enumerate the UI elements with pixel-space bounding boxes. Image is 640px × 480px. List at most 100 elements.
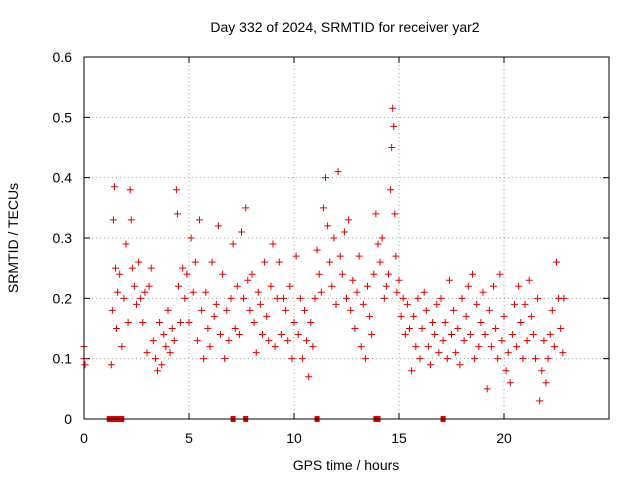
data-point — [431, 331, 439, 339]
data-point — [235, 331, 243, 339]
data-point — [406, 325, 413, 332]
data-point — [492, 325, 500, 332]
data-point — [261, 258, 269, 266]
data-point — [135, 258, 143, 266]
data-point — [156, 318, 164, 326]
data-point — [504, 349, 512, 357]
data-point — [506, 379, 514, 387]
data-point — [172, 186, 180, 194]
data-point — [223, 306, 231, 314]
data-point — [364, 282, 371, 290]
data-point — [179, 264, 187, 272]
x-tick-label: 15 — [391, 430, 407, 446]
data-point — [252, 349, 260, 357]
data-point — [462, 312, 470, 320]
data-point — [292, 252, 300, 260]
data-point — [351, 325, 359, 332]
data-point — [294, 331, 302, 339]
data-point — [378, 234, 386, 242]
data-point — [130, 282, 138, 290]
y-tick-label: 0 — [64, 411, 72, 427]
data-point — [273, 294, 281, 302]
data-point — [126, 186, 134, 194]
data-point — [193, 337, 201, 345]
data-point — [109, 216, 117, 224]
data-point — [204, 325, 212, 332]
y-tick-label: 0.1 — [53, 351, 73, 367]
data-point — [550, 343, 558, 351]
data-point — [408, 367, 416, 375]
data-point — [338, 270, 346, 278]
data-point — [521, 300, 529, 308]
data-point — [113, 325, 121, 332]
data-point — [553, 258, 560, 266]
data-point — [286, 282, 294, 290]
x-axis-label: GPS time / hours — [293, 457, 400, 473]
data-point — [345, 216, 353, 224]
data-point — [298, 355, 306, 363]
data-point — [515, 282, 523, 290]
data-point — [456, 361, 464, 369]
data-point — [544, 355, 552, 363]
data-point — [162, 343, 170, 351]
data-point — [392, 252, 400, 260]
data-point — [246, 306, 254, 314]
data-point — [359, 300, 367, 308]
data-point — [422, 306, 430, 314]
data-point — [127, 216, 135, 224]
data-point — [372, 210, 380, 218]
data-point — [189, 288, 197, 296]
x-tick-label: 10 — [286, 430, 302, 446]
data-point — [511, 300, 518, 308]
data-point — [319, 204, 327, 212]
data-point — [374, 240, 382, 248]
data-point — [479, 288, 487, 296]
data-point — [401, 331, 409, 339]
data-point — [177, 318, 185, 326]
data-point — [248, 270, 256, 278]
data-point — [217, 331, 224, 339]
data-point — [313, 246, 321, 254]
data-point — [307, 318, 315, 326]
data-point — [265, 337, 273, 345]
data-point — [416, 355, 424, 363]
data-point — [393, 288, 401, 296]
data-point — [290, 318, 298, 326]
data-point — [490, 282, 497, 290]
y-axis-label: SRMTID / TECUs — [5, 183, 21, 293]
data-point — [366, 312, 374, 320]
data-point — [112, 264, 119, 272]
data-point — [458, 294, 466, 302]
data-point — [303, 337, 311, 345]
data-point — [263, 312, 271, 320]
data-point — [460, 337, 468, 345]
data-point — [527, 312, 535, 320]
data-point — [387, 186, 395, 194]
data-point — [114, 288, 122, 296]
data-point — [340, 228, 348, 236]
data-point — [196, 216, 203, 224]
data-point — [137, 294, 145, 302]
data-point — [284, 337, 292, 345]
data-point — [397, 312, 405, 320]
data-point — [519, 355, 527, 363]
data-point — [229, 240, 237, 248]
data-point — [271, 343, 279, 351]
data-point — [452, 349, 460, 357]
data-point — [532, 355, 539, 363]
data-point — [437, 294, 445, 302]
x-tick-label: 20 — [496, 430, 512, 446]
data-point — [448, 331, 455, 339]
data-point — [149, 337, 157, 345]
data-point — [305, 373, 313, 381]
data-point — [376, 258, 384, 266]
x-tick-label: 5 — [185, 430, 193, 446]
data-point — [128, 264, 136, 272]
data-point — [546, 331, 554, 339]
data-point — [168, 325, 176, 332]
data-point — [175, 282, 182, 290]
data-point — [301, 306, 308, 314]
data-point — [370, 270, 378, 278]
data-point — [280, 294, 287, 302]
data-point — [481, 331, 489, 339]
